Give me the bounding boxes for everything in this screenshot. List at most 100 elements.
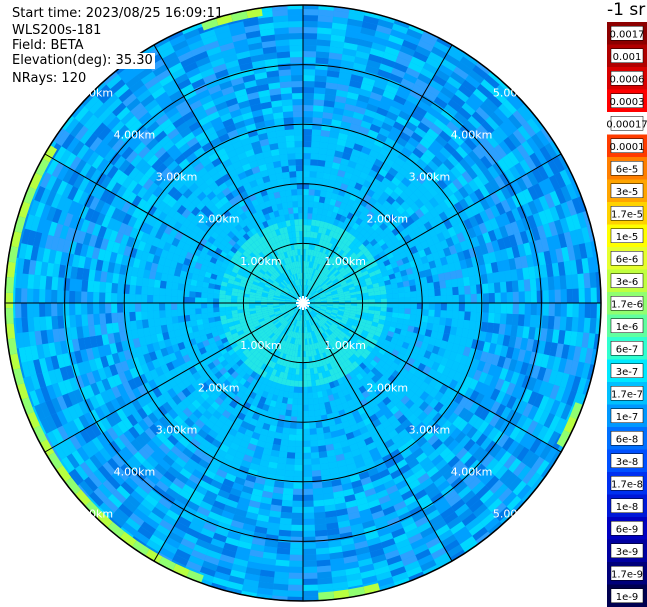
field-cell xyxy=(333,496,346,505)
field-cell xyxy=(297,344,301,351)
field-cell xyxy=(191,469,204,480)
field-cell xyxy=(97,248,106,261)
field-cell xyxy=(274,310,281,314)
field-cell xyxy=(254,526,268,535)
field-cell xyxy=(317,321,322,328)
field-cell xyxy=(368,427,378,437)
field-cell xyxy=(493,282,501,293)
field-cell xyxy=(237,312,245,317)
field-cell xyxy=(225,310,232,316)
field-cell xyxy=(335,262,342,270)
field-cell xyxy=(380,191,390,201)
field-cell xyxy=(305,292,309,298)
field-cell xyxy=(383,379,393,388)
field-cell xyxy=(345,343,353,350)
field-cell xyxy=(156,332,164,342)
field-cell xyxy=(304,308,308,315)
field-cell xyxy=(121,522,138,536)
field-cell xyxy=(359,228,368,237)
field-cell xyxy=(196,404,207,415)
field-cell xyxy=(306,267,309,274)
field-cell xyxy=(337,207,345,216)
field-cell xyxy=(540,264,548,278)
field-cell xyxy=(129,293,136,303)
field-cell xyxy=(144,261,153,271)
field-cell xyxy=(280,326,286,333)
field-cell xyxy=(276,547,291,555)
field-cell xyxy=(315,220,321,227)
field-cell xyxy=(235,382,244,391)
field-cell xyxy=(118,321,126,333)
field-cell xyxy=(405,216,415,226)
field-cell xyxy=(387,429,399,439)
field-cell xyxy=(251,317,259,323)
field-cell xyxy=(401,177,412,188)
field-cell xyxy=(476,83,492,98)
field-cell xyxy=(423,350,432,360)
field-cell xyxy=(419,381,429,392)
field-cell xyxy=(581,332,590,349)
field-cell xyxy=(167,218,178,228)
field-cell xyxy=(207,292,214,299)
field-cell xyxy=(292,325,296,332)
field-cell xyxy=(305,344,309,351)
field-cell xyxy=(479,489,494,504)
field-cell xyxy=(455,269,464,279)
field-cell xyxy=(323,234,329,242)
field-cell xyxy=(306,231,311,238)
field-cell xyxy=(245,281,253,287)
field-cell xyxy=(487,498,503,513)
field-cell xyxy=(269,400,277,408)
field-cell xyxy=(288,578,303,585)
field-cell xyxy=(283,328,288,335)
field-cell xyxy=(474,245,483,257)
field-cell xyxy=(315,263,321,271)
field-cell xyxy=(276,357,282,365)
field-cell xyxy=(458,384,469,396)
field-cell xyxy=(505,183,517,197)
field-cell xyxy=(350,294,357,298)
field-cell xyxy=(433,497,448,510)
field-cell xyxy=(343,555,358,564)
field-cell xyxy=(465,74,481,89)
field-cell xyxy=(359,321,366,327)
field-cell xyxy=(303,69,316,76)
field-cell xyxy=(81,147,95,163)
field-cell xyxy=(252,349,259,357)
field-cell xyxy=(410,384,420,394)
field-cell xyxy=(516,144,530,160)
field-cell xyxy=(304,279,307,286)
field-cell xyxy=(157,239,166,250)
field-cell xyxy=(384,438,395,449)
field-cell xyxy=(91,154,104,170)
field-cell xyxy=(337,390,345,399)
field-cell xyxy=(218,428,228,439)
field-cell xyxy=(171,296,178,303)
field-cell xyxy=(401,418,412,429)
field-cell xyxy=(311,219,317,226)
field-cell xyxy=(548,415,561,432)
field-cell xyxy=(405,330,414,339)
field-cell xyxy=(106,272,114,283)
field-cell xyxy=(34,388,46,405)
field-cell xyxy=(136,503,152,517)
field-cell xyxy=(340,439,350,448)
field-cell xyxy=(380,57,396,68)
field-cell xyxy=(432,182,443,194)
field-cell xyxy=(295,307,300,314)
field-cell xyxy=(381,270,389,278)
field-cell xyxy=(443,511,459,525)
field-cell xyxy=(282,312,289,318)
field-cell xyxy=(178,276,186,285)
field-cell xyxy=(517,243,527,257)
field-cell xyxy=(471,358,480,370)
field-cell xyxy=(315,348,320,356)
field-cell xyxy=(284,314,290,320)
field-cell xyxy=(89,258,98,271)
field-cell xyxy=(299,368,303,375)
field-cell xyxy=(133,422,145,436)
field-cell xyxy=(176,356,186,366)
field-cell xyxy=(463,472,477,486)
field-cell xyxy=(476,124,491,139)
field-cell xyxy=(226,282,234,289)
